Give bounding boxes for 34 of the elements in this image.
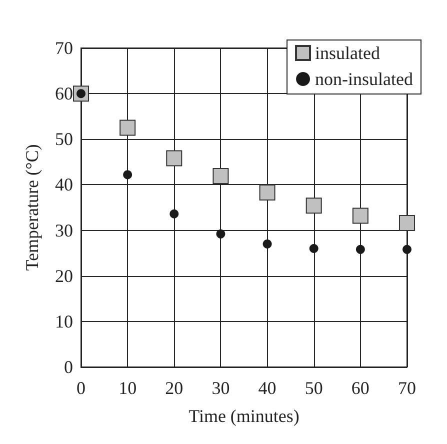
x-tick-label: 70 — [398, 378, 416, 398]
y-tick-label: 60 — [55, 84, 73, 104]
point — [123, 170, 132, 180]
x-tick-label: 0 — [76, 378, 86, 398]
y-tick-label: 30 — [55, 220, 73, 240]
y-tick-label: 70 — [55, 38, 73, 58]
x-tick-label: 60 — [351, 378, 370, 398]
x-tick-label: 40 — [258, 378, 276, 398]
point — [259, 184, 276, 200]
legend-label: insulated — [315, 43, 380, 63]
legend-label: non-insulated — [315, 69, 414, 89]
x-tick-label: 10 — [118, 378, 137, 398]
y-axis-title: Temperature (°C) — [22, 144, 42, 271]
point — [306, 198, 322, 214]
point — [352, 208, 368, 224]
point — [212, 168, 229, 184]
point — [216, 229, 226, 238]
point — [356, 244, 365, 254]
x-axis-title: Time (minutes) — [188, 406, 300, 426]
x-tick-label: 30 — [212, 378, 230, 398]
point — [262, 239, 272, 248]
point — [399, 214, 415, 231]
x-tick-label: 50 — [304, 378, 323, 398]
point — [166, 150, 182, 166]
point — [170, 209, 179, 218]
y-tick-label: 20 — [55, 266, 73, 286]
y-tick-label: 0 — [64, 357, 73, 377]
y-tick-label: 50 — [55, 129, 73, 150]
x-tick-label: 20 — [165, 378, 184, 398]
point — [402, 244, 412, 254]
y-tick-label: 10 — [55, 311, 73, 332]
point — [120, 120, 136, 136]
point — [309, 244, 318, 254]
y-tick-label: 40 — [55, 174, 73, 195]
